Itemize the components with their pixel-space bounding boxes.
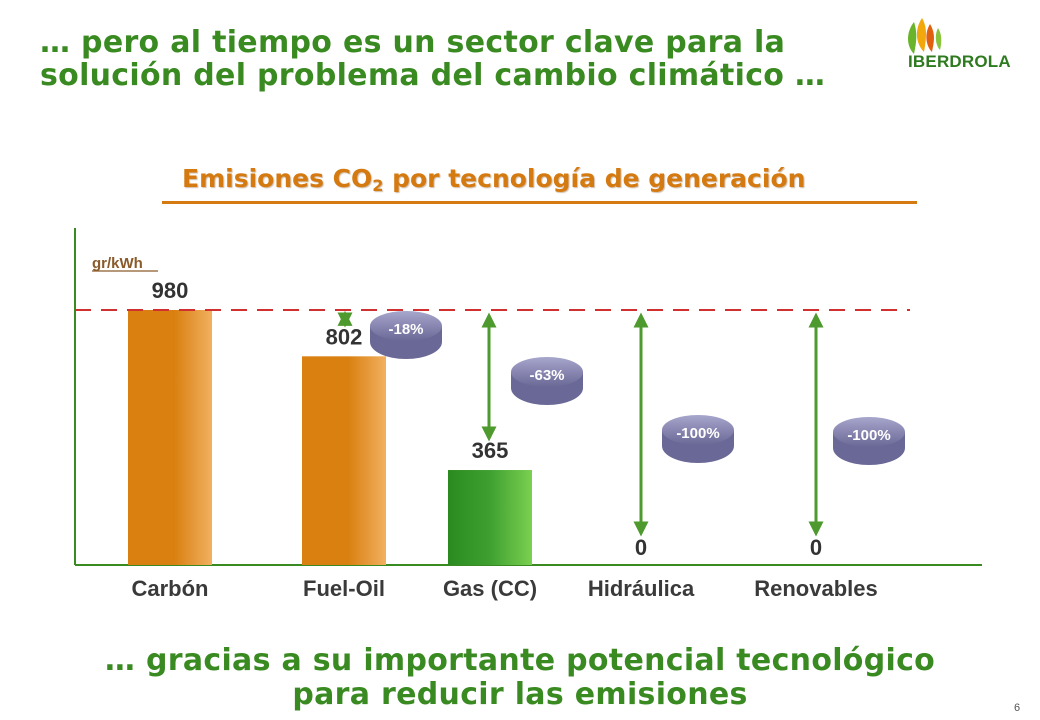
headline-line-1: … pero al tiempo es un sector clave para… [40, 25, 786, 60]
value-label-2: 365 [472, 438, 509, 463]
category-label-2: Gas (CC) [443, 576, 537, 601]
bar-1 [302, 356, 386, 565]
headline-line-2: solución del problema del cambio climáti… [40, 58, 826, 93]
footer-message: … gracias a su importante potencial tecn… [40, 644, 1000, 712]
chart-title-prefix: Emisiones CO [182, 164, 373, 193]
category-label-1: Fuel-Oil [303, 576, 385, 601]
reduction-label-2: -63% [529, 367, 564, 384]
category-label-4: Renovables [754, 576, 878, 601]
value-label-3: 0 [635, 535, 647, 560]
footer-line-1: … gracias a su importante potencial tecn… [104, 643, 936, 678]
y-unit-label: gr/kWh [92, 255, 143, 272]
reduction-badge-2 [511, 357, 583, 387]
chart-title-suffix: por tecnología de generación [383, 164, 806, 193]
category-label-0: Carbón [132, 576, 209, 601]
reduction-badge-1 [370, 311, 442, 341]
chart-title-subscript: 2 [372, 176, 384, 195]
reduction-label-4: -100% [847, 427, 890, 444]
footer-line-2: para reducir las emisiones [292, 677, 748, 712]
value-label-1: 802 [326, 324, 363, 349]
reduction-label-1: -18% [388, 321, 423, 338]
page-number: 6 [1014, 702, 1021, 714]
headline: … pero al tiempo es un sector clave para… [40, 26, 900, 92]
bar-0 [128, 310, 212, 565]
reduction-label-3: -100% [676, 425, 719, 442]
reduction-badge-3 [662, 415, 734, 445]
reduction-badge-4 [833, 417, 905, 447]
title-underline [162, 201, 917, 204]
bar-2 [448, 470, 532, 565]
category-label-3: Hidráulica [588, 576, 695, 601]
value-label-0: 980 [152, 278, 189, 303]
iberdrola-logo [908, 18, 942, 54]
value-label-4: 0 [810, 535, 822, 560]
logo-text: IBERDROLA [908, 52, 1011, 71]
